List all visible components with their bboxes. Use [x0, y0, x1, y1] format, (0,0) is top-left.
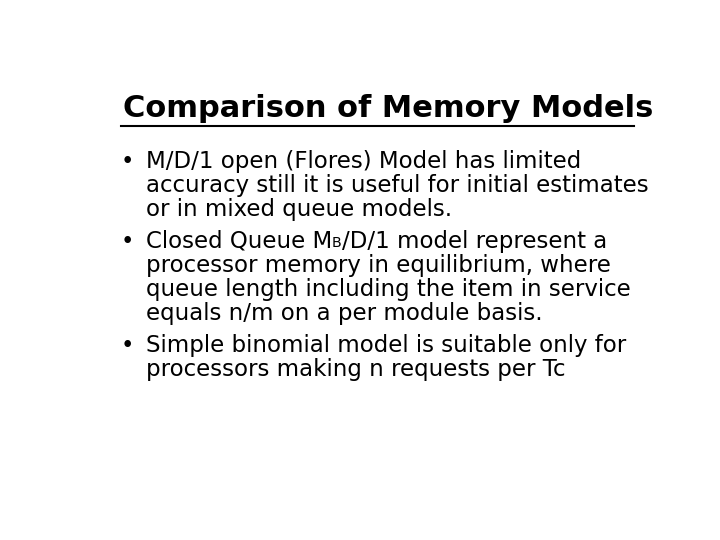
Text: /D/1 model represent a: /D/1 model represent a	[342, 230, 607, 253]
Text: or in mixed queue models.: or in mixed queue models.	[145, 198, 452, 221]
Text: queue length including the item in service: queue length including the item in servi…	[145, 278, 631, 301]
Text: •: •	[121, 334, 134, 357]
Text: Closed Queue M: Closed Queue M	[145, 230, 332, 253]
Text: •: •	[121, 230, 134, 253]
Text: M/D/1 open (Flores) Model has limited: M/D/1 open (Flores) Model has limited	[145, 150, 581, 173]
Text: •: •	[121, 150, 134, 173]
Text: Comparison of Memory Models: Comparison of Memory Models	[124, 94, 654, 123]
Text: processors making n requests per Tc: processors making n requests per Tc	[145, 358, 565, 381]
Text: accuracy still it is useful for initial estimates: accuracy still it is useful for initial …	[145, 174, 649, 197]
Text: equals n/m on a per module basis.: equals n/m on a per module basis.	[145, 302, 542, 325]
Text: B: B	[332, 236, 342, 250]
Text: processor memory in equilibrium, where: processor memory in equilibrium, where	[145, 254, 611, 277]
Text: Simple binomial model is suitable only for: Simple binomial model is suitable only f…	[145, 334, 626, 357]
